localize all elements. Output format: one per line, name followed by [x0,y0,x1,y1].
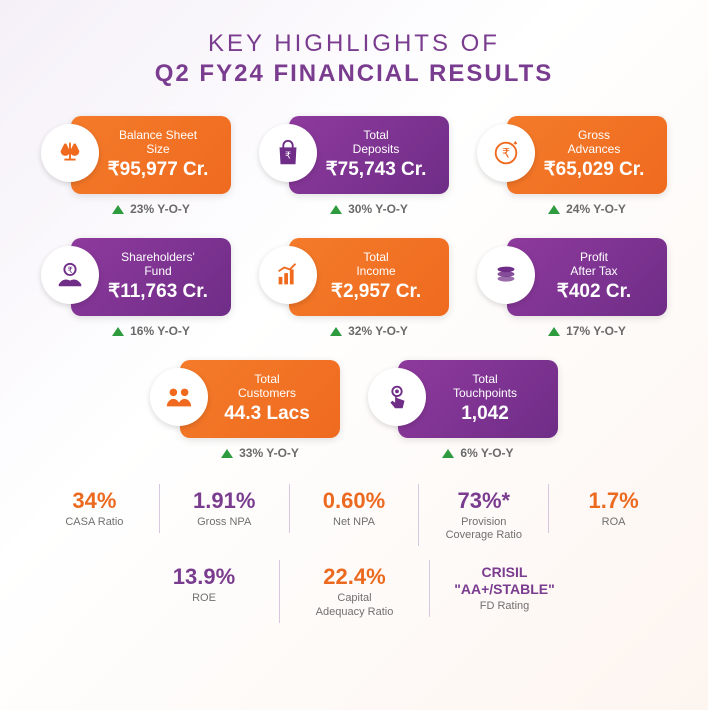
growth-row: 17% Y-O-Y [507,324,667,338]
ratio-label: ROE [137,592,271,605]
chart-icon [259,246,317,304]
growth-row: 30% Y-O-Y [289,202,449,216]
growth-text: 33% Y-O-Y [239,446,299,460]
ratios-row-2: 13.9% ROE 22.4% CapitalAdequacy Ratio CR… [30,560,678,622]
growth-row: 23% Y-O-Y [71,202,231,216]
metric-card: TotalTouchpoints 1,042 6% Y-O-Y [368,360,558,460]
up-arrow-icon [330,327,342,336]
scales-icon [41,124,99,182]
title-line1: KEY HIGHLIGHTS OF [30,30,678,58]
bag-icon: ₹ [259,124,317,182]
metric-label: TotalCustomers [238,373,296,401]
growth-row: 6% Y-O-Y [398,446,558,460]
up-arrow-icon [112,205,124,214]
metric-label: ProfitAfter Tax [570,251,617,279]
ratio-value: 1.91% [168,488,281,514]
growth-text: 30% Y-O-Y [348,202,408,216]
hand-icon: ₹ [41,246,99,304]
metric-card: Shareholders'Fund ₹11,763 Cr. ₹ 16% Y-O-… [41,238,231,338]
growth-text: 16% Y-O-Y [130,324,190,338]
card-row: TotalCustomers 44.3 Lacs 33% Y-O-Y Total… [150,360,558,460]
ratios-block: 34% CASA Ratio 1.91% Gross NPA 0.60% Net… [30,484,678,623]
ratio-cell: 73%* ProvisionCoverage Ratio [418,484,548,546]
metric-label: TotalDeposits [353,129,400,157]
ratio-value: 73%* [427,488,540,514]
metric-label: Shareholders'Fund [121,251,195,279]
ratio-label: Net NPA [298,516,411,529]
ratio-label: ProvisionCoverage Ratio [427,516,540,542]
metric-label: GrossAdvances [568,129,621,157]
metric-card: ProfitAfter Tax ₹402 Cr. 17% Y-O-Y [477,238,667,338]
ratio-cell: CRISIL"AA+/STABLE" FD Rating [429,560,579,617]
ratio-value: 1.7% [557,488,670,514]
growth-row: 32% Y-O-Y [289,324,449,338]
people-icon [150,368,208,426]
metric-value: ₹65,029 Cr. [544,158,645,181]
growth-text: 6% Y-O-Y [460,446,513,460]
ratio-cell: 13.9% ROE [129,560,279,609]
growth-row: 16% Y-O-Y [71,324,231,338]
growth-text: 17% Y-O-Y [566,324,626,338]
up-arrow-icon [330,205,342,214]
coin-icon: ₹ [477,124,535,182]
growth-row: 24% Y-O-Y [507,202,667,216]
ratio-cell: 1.7% ROA [548,484,678,533]
svg-text:₹: ₹ [502,146,510,161]
svg-text:₹: ₹ [285,151,291,161]
ratio-label: Gross NPA [168,516,281,529]
ratio-cell: 0.60% Net NPA [289,484,419,533]
growth-text: 32% Y-O-Y [348,324,408,338]
growth-text: 24% Y-O-Y [566,202,626,216]
ratios-row-1: 34% CASA Ratio 1.91% Gross NPA 0.60% Net… [30,484,678,546]
metric-card: TotalCustomers 44.3 Lacs 33% Y-O-Y [150,360,340,460]
growth-text: 23% Y-O-Y [130,202,190,216]
metric-value: ₹95,977 Cr. [108,158,209,181]
ratio-value: 0.60% [298,488,411,514]
ratio-label: ROA [557,516,670,529]
metric-value: ₹75,743 Cr. [326,158,427,181]
ratio-value: CRISIL"AA+/STABLE" [438,564,571,598]
stack-icon [477,246,535,304]
metrics-cards-grid: Balance SheetSize ₹95,977 Cr. 23% Y-O-Y … [30,116,678,460]
metric-value: ₹11,763 Cr. [108,280,208,303]
metric-card: TotalDeposits ₹75,743 Cr. ₹ 30% Y-O-Y [259,116,449,216]
svg-text:₹: ₹ [67,265,72,275]
card-row: Shareholders'Fund ₹11,763 Cr. ₹ 16% Y-O-… [41,238,667,338]
ratio-label: CASA Ratio [38,516,151,529]
metric-label: TotalTouchpoints [453,373,517,401]
metric-label: TotalIncome [356,251,395,279]
ratio-label: CapitalAdequacy Ratio [288,592,421,618]
ratio-value: 34% [38,488,151,514]
ratio-cell: 34% CASA Ratio [30,484,159,533]
metric-value: 44.3 Lacs [224,403,310,425]
up-arrow-icon [548,327,560,336]
metric-label: Balance SheetSize [119,129,197,157]
ratio-cell: 1.91% Gross NPA [159,484,289,533]
ratio-value: 13.9% [137,564,271,590]
title-line2: Q2 FY24 FINANCIAL RESULTS [30,60,678,88]
up-arrow-icon [442,449,454,458]
touch-icon [368,368,426,426]
title-block: KEY HIGHLIGHTS OF Q2 FY24 FINANCIAL RESU… [30,30,678,88]
growth-row: 33% Y-O-Y [180,446,340,460]
card-row: Balance SheetSize ₹95,977 Cr. 23% Y-O-Y … [41,116,667,216]
metric-value: ₹402 Cr. [557,280,631,303]
ratio-cell: 22.4% CapitalAdequacy Ratio [279,560,429,622]
metric-value: 1,042 [461,403,509,425]
ratio-value: 22.4% [288,564,421,590]
metric-card: TotalIncome ₹2,957 Cr. 32% Y-O-Y [259,238,449,338]
metric-card: GrossAdvances ₹65,029 Cr. ₹ 24% Y-O-Y [477,116,667,216]
up-arrow-icon [112,327,124,336]
ratio-label: FD Rating [438,600,571,613]
metric-card: Balance SheetSize ₹95,977 Cr. 23% Y-O-Y [41,116,231,216]
up-arrow-icon [221,449,233,458]
metric-value: ₹2,957 Cr. [331,280,421,303]
up-arrow-icon [548,205,560,214]
